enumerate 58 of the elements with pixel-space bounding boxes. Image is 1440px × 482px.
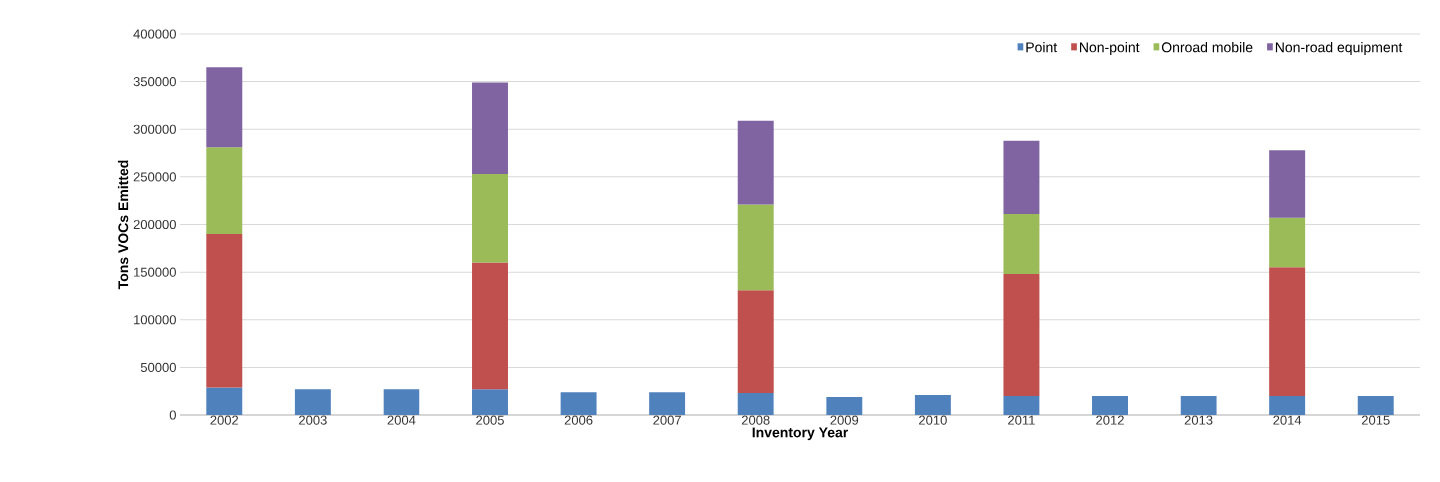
x-axis-title: Inventory Year [752, 427, 849, 441]
x-tick-label: 2015 [1361, 415, 1390, 425]
x-tick-label: 2014 [1273, 415, 1302, 425]
bar [383, 389, 420, 415]
x-tick-label: 2004 [387, 415, 416, 425]
bar [1003, 140, 1040, 215]
x-tick-label: 2012 [1096, 415, 1124, 425]
bar [1180, 395, 1217, 415]
bar [1269, 395, 1306, 415]
bar [206, 67, 243, 148]
y-tick-label: 400000 [133, 29, 176, 39]
x-tick-label: 2010 [919, 415, 947, 425]
x-tick-label: 2007 [653, 415, 681, 425]
bar [206, 387, 243, 415]
y-tick-label: 0 [169, 410, 176, 420]
bar [1269, 267, 1306, 396]
bar [826, 396, 863, 415]
x-tick-label: 2006 [564, 415, 593, 425]
x-tick-label: 2002 [210, 415, 239, 425]
y-tick-label: 150000 [134, 267, 176, 277]
legend-label: Non-point [1080, 42, 1140, 56]
x-tick-label: 2009 [830, 415, 859, 425]
bar [472, 174, 508, 263]
x-tick-label: 2008 [741, 415, 770, 425]
bar [294, 389, 331, 415]
bar [914, 395, 951, 415]
y-tick-label: 300000 [133, 124, 176, 134]
bar [737, 120, 774, 205]
bar [472, 389, 508, 415]
bar [737, 393, 774, 415]
bar [472, 262, 508, 390]
y-tick-label: 50000 [140, 362, 176, 372]
bar [1357, 395, 1394, 415]
bar [560, 392, 597, 415]
bar [1003, 274, 1040, 396]
y-tick-label: 350000 [133, 77, 176, 87]
legend-label: Onroad mobile [1161, 42, 1253, 53]
bar [1269, 217, 1306, 268]
bar [206, 147, 243, 235]
bar [737, 290, 774, 394]
bar [472, 82, 508, 175]
legend-label: Point [1026, 42, 1058, 53]
x-tick-label: 2013 [1184, 415, 1213, 425]
y-tick-label: 100000 [134, 315, 176, 325]
x-tick-label: 2005 [476, 415, 504, 425]
legend-label: Non-road equipment [1275, 42, 1403, 56]
bar [1269, 150, 1306, 218]
y-axis-title: Tons VOCs Emitted [117, 160, 129, 290]
bar [1003, 395, 1040, 415]
x-tick-label: 2003 [299, 415, 327, 425]
bar [1003, 214, 1040, 275]
x-tick-label: 2011 [1008, 415, 1035, 425]
bar [649, 392, 686, 415]
bar [1092, 395, 1128, 415]
y-tick-label: 250000 [133, 172, 176, 182]
bar [737, 204, 774, 291]
bar [206, 234, 243, 388]
y-tick-label: 200000 [133, 219, 176, 230]
